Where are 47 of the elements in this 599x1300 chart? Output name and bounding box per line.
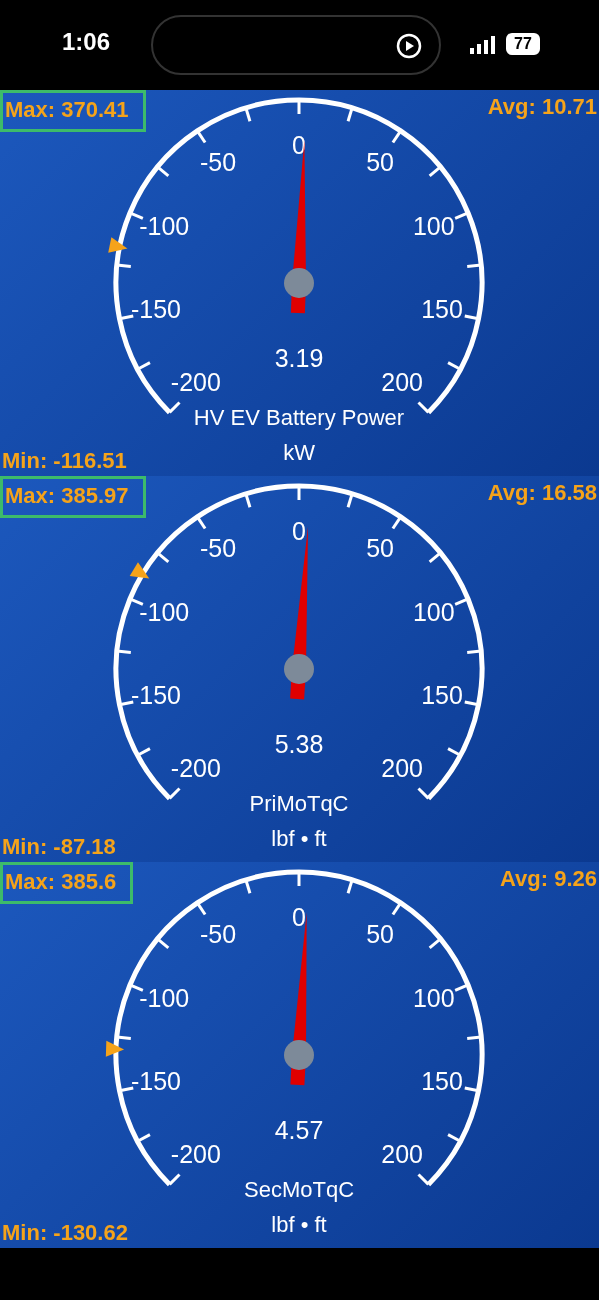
text: -100 [139,984,190,1013]
text: 50 [366,147,394,176]
text: -50 [199,533,237,562]
text: -200 [170,754,221,783]
text: -100 [139,598,190,627]
text: 0 [292,130,306,159]
text: -150 [130,680,181,709]
text: -100 [139,212,190,241]
highlight-box: Max: 385.6 [0,862,134,904]
text: HV EV Battery Power [193,405,405,431]
text: 100 [412,984,455,1013]
text: Min: -130.62 [2,1220,128,1246]
text: -200 [170,368,221,397]
text: 100 [412,598,455,627]
text: 150 [421,1066,463,1095]
text: 200 [381,368,423,397]
text: -200 [170,1140,221,1169]
text: Avg: 9.26 [499,866,597,892]
highlight-box: Max: 385.97 [0,476,146,518]
text: 50 [366,919,394,948]
text: Avg: 16.58 [487,480,597,506]
text: Min: -87.18 [2,834,116,860]
text: -150 [130,294,181,323]
text: 150 [421,680,463,709]
text: SecMoTqC [243,1177,355,1203]
text: 0 [292,902,306,931]
data-label: 5.38 [274,729,324,758]
battery-icon: 77 [506,33,540,55]
text: 150 [421,294,463,323]
text: PriMoTqC [249,791,349,817]
text: 0 [292,516,306,545]
text: lbf • ft [271,1212,327,1238]
text: -50 [199,147,237,176]
data-label: 3.19 [274,343,324,372]
highlight-box: Max: 370.41 [0,90,146,132]
text: kW [283,440,316,466]
text: Min: -116.51 [2,448,127,474]
text: -50 [199,919,237,948]
data-label: 4.57 [274,1115,324,1144]
text: 1:06 [62,28,111,56]
text: -150 [130,1066,181,1095]
text: 200 [381,1140,423,1169]
text: 50 [366,533,394,562]
text: lbf • ft [271,826,327,852]
text: Avg: 10.71 [487,94,597,120]
text: 200 [381,754,423,783]
text: 100 [412,212,455,241]
